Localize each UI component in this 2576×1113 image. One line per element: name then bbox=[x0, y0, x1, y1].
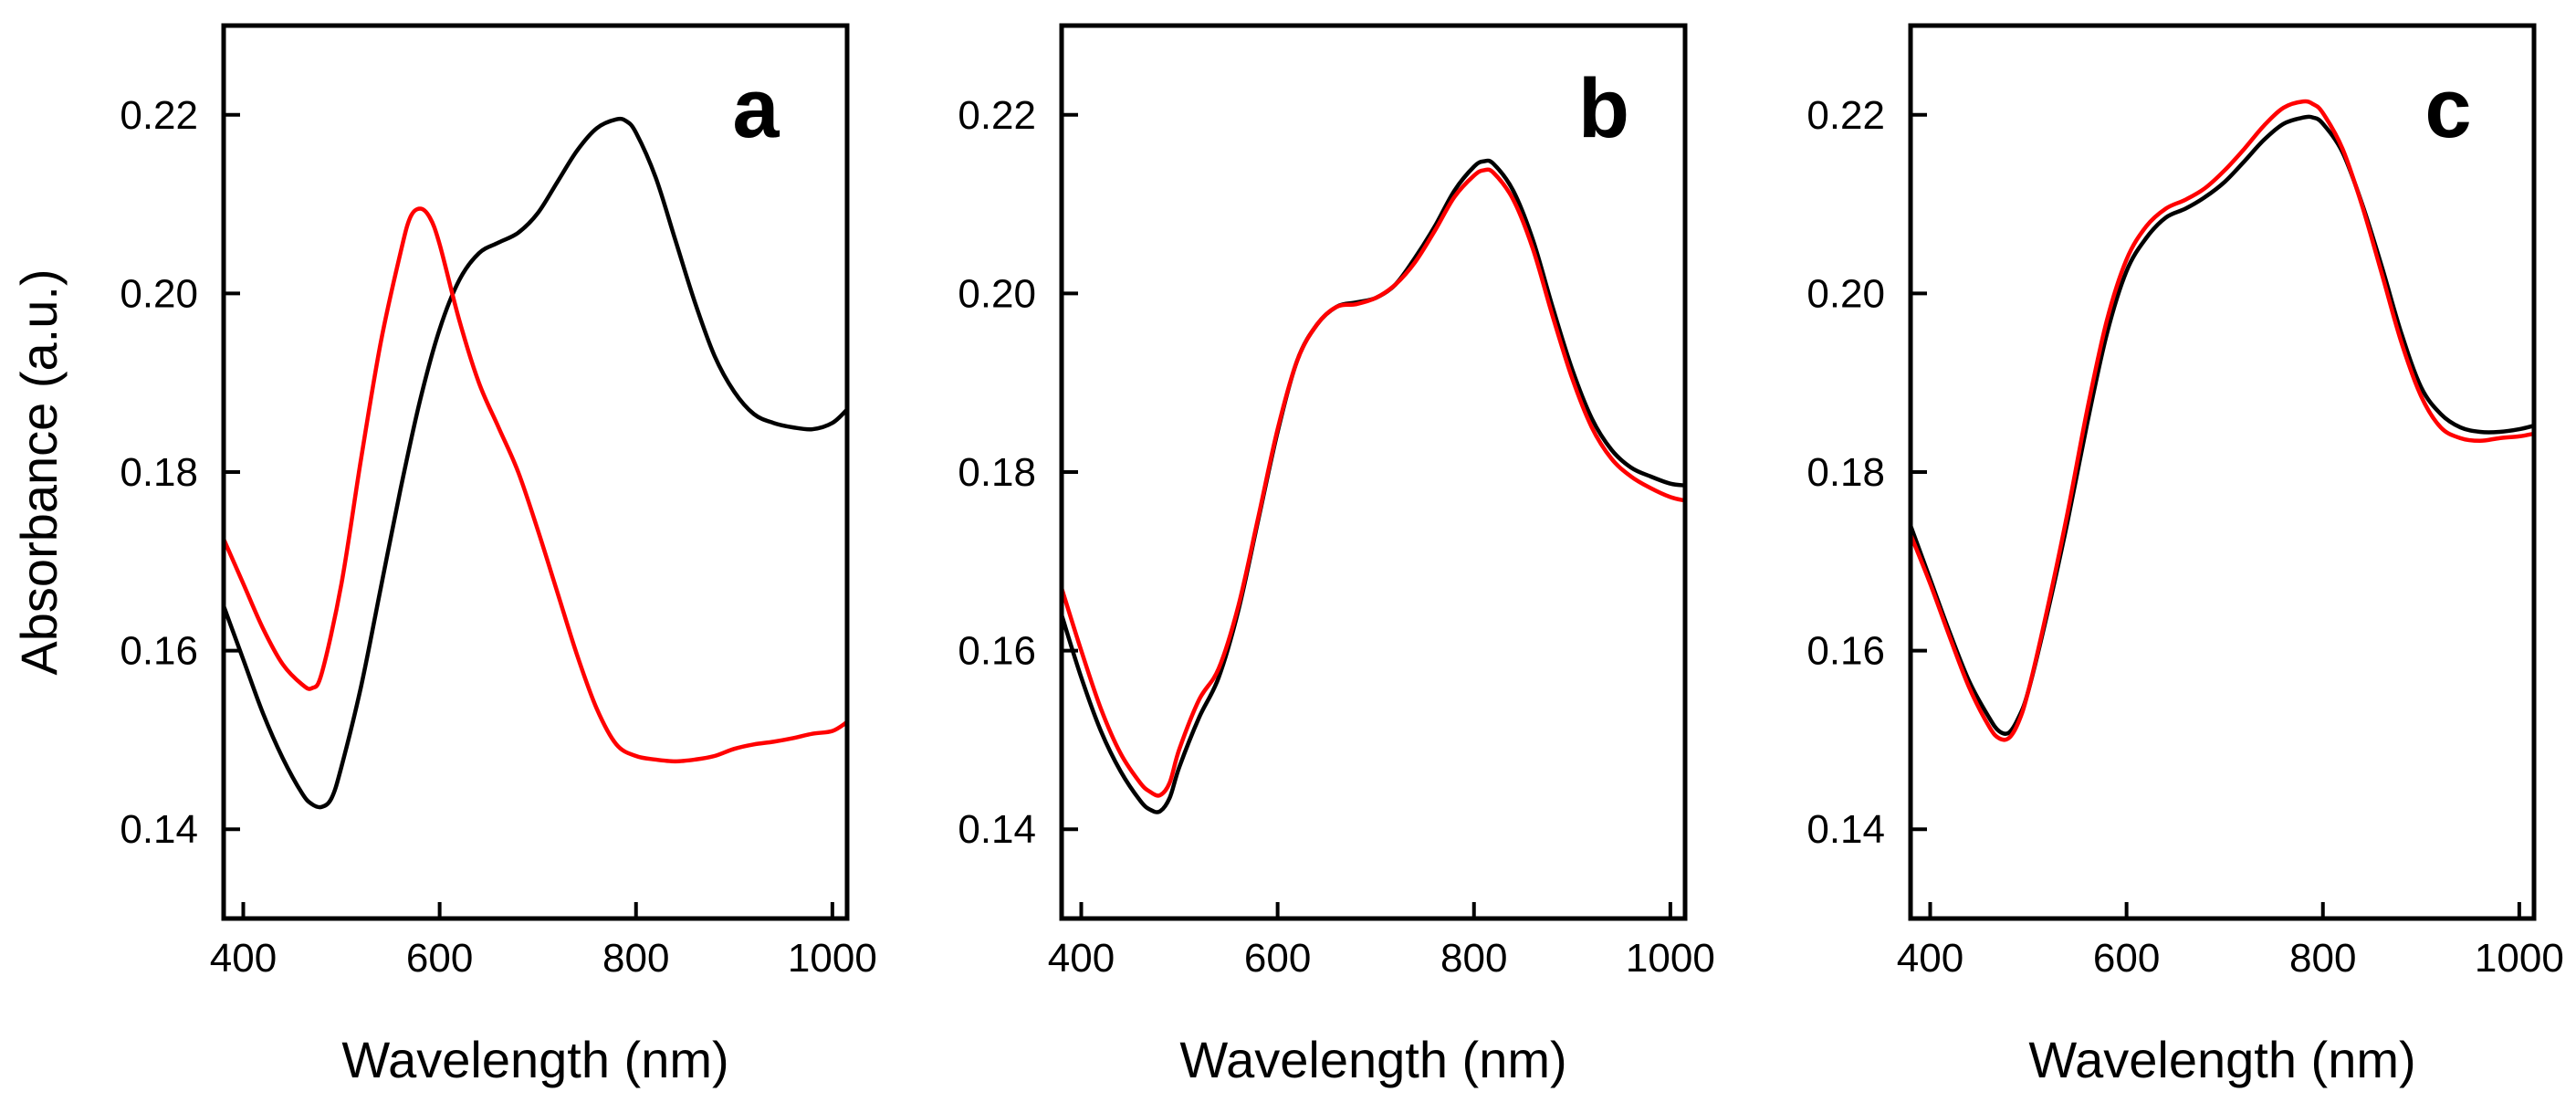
panel-a-series-layer bbox=[224, 116, 847, 810]
panel-b-x-tick-label: 800 bbox=[1440, 936, 1507, 981]
panel-a-y-tick-label: 0.14 bbox=[120, 807, 198, 852]
panel-b-series-layer bbox=[1062, 158, 1685, 814]
panel-b-x-axis-title: Wavelength (nm) bbox=[1179, 1031, 1566, 1088]
panel-b-series-red-line bbox=[1062, 167, 1685, 798]
panel-c-ticks-layer: 400 600 800 1000 0.14 0.16 0.18 0.20 0.22 bbox=[1806, 93, 2563, 981]
panel-c: 400 600 800 1000 0.14 0.16 0.18 0.20 0.22 c Wave… bbox=[1806, 23, 2564, 1088]
panel-b-label: b bbox=[1578, 62, 1629, 155]
panel-a-series-red-line bbox=[224, 206, 847, 764]
panel-a-y-tick-label: 0.16 bbox=[120, 629, 198, 674]
panel-a-y-axis-title: Absorbance (a.u.) bbox=[10, 268, 68, 675]
panel-c-x-tick-label: 1000 bbox=[2475, 936, 2564, 981]
panel-c-y-tick-label: 0.20 bbox=[1806, 271, 1885, 316]
panel-a-y-tick-label: 0.20 bbox=[120, 271, 198, 316]
panel-b-y-tick-label: 0.14 bbox=[958, 807, 1036, 852]
panel-b-ticks-layer: 400 600 800 1000 0.14 0.16 0.18 0.20 0.22 bbox=[958, 93, 1714, 981]
panel-a-label: a bbox=[732, 62, 780, 155]
panel-c-series-layer bbox=[1911, 99, 2534, 742]
panel-b-y-tick-label: 0.18 bbox=[958, 450, 1036, 495]
panel-b-x-tick-label: 400 bbox=[1048, 936, 1115, 981]
panel-a-y-tick-label: 0.18 bbox=[120, 450, 198, 495]
panel-a-x-axis-title: Wavelength (nm) bbox=[341, 1031, 728, 1088]
panel-c-x-axis-title: Wavelength (nm) bbox=[2028, 1031, 2415, 1088]
panel-b-y-tick-label: 0.20 bbox=[958, 271, 1036, 316]
panel-a: 400 600 800 1000 0.14 0.16 0.18 0.20 0.22 a Wave… bbox=[10, 23, 877, 1088]
panel-c-y-tick-label: 0.18 bbox=[1806, 450, 1885, 495]
panel-c-series-red-line bbox=[1911, 99, 2534, 742]
panel-b: 400 600 800 1000 0.14 0.16 0.18 0.20 0.22 b Wave… bbox=[958, 23, 1715, 1088]
panel-a-x-tick-label: 1000 bbox=[788, 936, 877, 981]
panel-a-ticks-layer: 400 600 800 1000 0.14 0.16 0.18 0.20 0.22 bbox=[120, 93, 876, 981]
panel-c-label: c bbox=[2424, 62, 2471, 155]
panel-c-y-tick-label: 0.14 bbox=[1806, 807, 1885, 852]
panel-b-x-tick-label: 1000 bbox=[1626, 936, 1715, 981]
panel-a-x-tick-label: 600 bbox=[406, 936, 473, 981]
panel-c-y-tick-label: 0.22 bbox=[1806, 93, 1885, 138]
panel-a-y-tick-label: 0.22 bbox=[120, 93, 198, 138]
panel-c-x-tick-label: 400 bbox=[1897, 936, 1963, 981]
panel-a-x-tick-label: 400 bbox=[210, 936, 277, 981]
panel-b-x-tick-label: 600 bbox=[1244, 936, 1311, 981]
panel-c-y-tick-label: 0.16 bbox=[1806, 629, 1885, 674]
panel-a-x-tick-label: 800 bbox=[602, 936, 669, 981]
panel-c-x-tick-label: 800 bbox=[2289, 936, 2356, 981]
panel-c-series-black-line bbox=[1911, 114, 2534, 737]
panel-b-y-tick-label: 0.22 bbox=[958, 93, 1036, 138]
panel-a-series-black-line bbox=[224, 116, 847, 810]
panel-b-y-tick-label: 0.16 bbox=[958, 629, 1036, 674]
panel-c-x-tick-label: 600 bbox=[2093, 936, 2160, 981]
